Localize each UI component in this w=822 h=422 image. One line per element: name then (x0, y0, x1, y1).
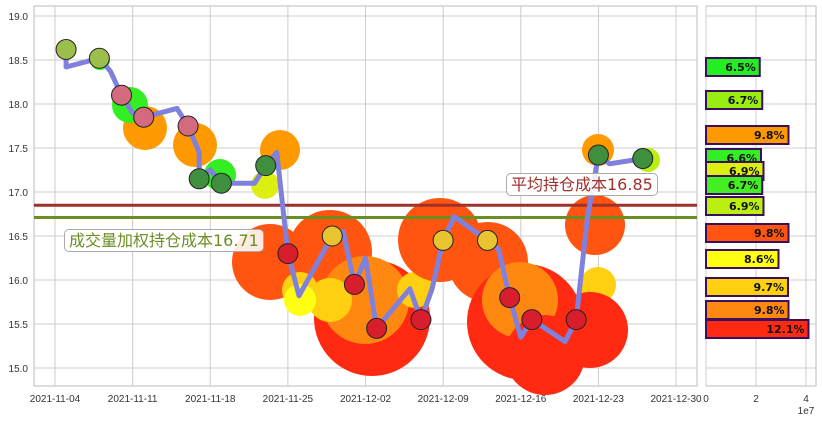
x-tick-label: 2021-11-18 (185, 394, 236, 405)
histogram-bar (705, 223, 790, 243)
y-tick-label: 15.5 (9, 320, 29, 331)
fruit-marker-icon (210, 172, 232, 194)
volume-histogram: 0 2 41e76.5%6.7%9.8%6.6%6.9%6.7%6.9%9.8%8.… (703, 5, 817, 417)
histogram-bar-label: 12.1% (766, 323, 804, 336)
avg-cost-annotation: 平均持仓成本16.85 (506, 173, 658, 196)
histogram-bar (705, 249, 780, 269)
y-tick-label: 15.0 (9, 364, 29, 375)
histogram-bar (705, 125, 790, 145)
fruit-marker-icon (177, 115, 199, 137)
fruit-marker-icon (499, 287, 521, 309)
fruit-marker-icon (521, 309, 543, 331)
fruit-marker-icon (343, 273, 365, 295)
fruit-marker-icon (477, 229, 499, 251)
histogram-bar (705, 175, 764, 195)
histogram-bar-label: 6.9% (729, 200, 760, 213)
fruit-marker-icon (277, 243, 299, 265)
y-tick-label: 18.0 (9, 100, 29, 111)
histogram-bar-label: 9.8% (754, 227, 785, 240)
x-tick-label: 2021-11-04 (30, 394, 81, 405)
x-tick-label: 2021-12-09 (418, 394, 470, 405)
histogram-bar (705, 277, 789, 297)
fruit-marker-icon (432, 229, 454, 251)
x-tick-label: 2021-11-25 (263, 394, 314, 405)
fruit-marker-icon (88, 47, 110, 69)
fruit-marker-icon (366, 317, 388, 339)
volume-blob (565, 195, 625, 255)
volume-blob (397, 272, 433, 308)
fruit-marker-icon (133, 106, 155, 128)
y-tick-label: 17.0 (9, 188, 29, 199)
hist-x-tick-label: 0 (703, 394, 709, 405)
histogram-bar-label: 9.7% (753, 281, 784, 294)
fruit-marker-icon (255, 155, 277, 177)
y-tick-label: 17.5 (9, 144, 29, 155)
fruit-marker-icon (632, 148, 654, 170)
histogram-bar (705, 196, 765, 216)
fruit-marker-icon (410, 309, 432, 331)
histogram-bar-label: 9.8% (754, 304, 785, 317)
fruit-marker-icon (55, 38, 77, 60)
fruit-marker-icon (321, 225, 343, 247)
price-plot: 15.0 15.5 16.0 16.5 17.0 17.5 18.0 18.5 19.0 2021… (9, 5, 702, 405)
fruit-marker-icon (111, 84, 133, 106)
y-tick-label: 18.5 (9, 56, 29, 67)
histogram-bar-label: 8.6% (744, 253, 775, 266)
histogram-bar-label: 6.5% (725, 61, 756, 74)
x-tick-label: 2021-12-30 (650, 394, 702, 405)
fruit-marker-icon (587, 144, 609, 166)
histogram-bar-label: 6.9% (729, 165, 760, 178)
y-tick-label: 19.0 (9, 12, 29, 23)
histogram-bar-label: 6.7% (728, 179, 759, 192)
fruit-marker-icon (188, 168, 210, 190)
y-tick-label: 16.5 (9, 232, 29, 243)
histogram-bar-label: 6.7% (728, 94, 759, 107)
histogram-bar (705, 90, 764, 110)
x-tick-label: 2021-11-11 (108, 394, 158, 405)
volume-blob (321, 256, 409, 344)
x-tick-label: 2021-12-16 (495, 394, 547, 405)
fruit-marker-icon (565, 309, 587, 331)
x-tick-label: 2021-12-02 (340, 394, 392, 405)
x-tick-label: 2021-12-23 (573, 394, 625, 405)
volume-blob (308, 278, 352, 322)
volume-blob (284, 284, 316, 316)
volume-blob (552, 292, 628, 368)
hist-x-offset-label: 1e7 (798, 406, 815, 417)
histogram-bar-label: 9.8% (754, 129, 785, 142)
histogram-bar (705, 319, 810, 339)
histogram-bar (705, 57, 761, 77)
vwap-cost-annotation: 成交量加权持仓成本16.71 (64, 229, 264, 252)
hist-x-tick-label: 2 (753, 394, 759, 405)
hist-x-tick-label: 4 (803, 394, 809, 405)
y-tick-label: 16.0 (9, 276, 29, 287)
